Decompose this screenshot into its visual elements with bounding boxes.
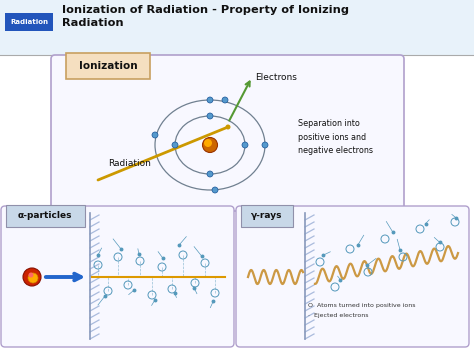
Bar [0,0,474,55]
Text: Separation into
positive ions and
negative electrons: Separation into positive ions and negati… [298,119,373,155]
FancyBboxPatch shape [51,55,404,211]
Circle shape [212,187,218,193]
Circle shape [242,142,248,148]
FancyBboxPatch shape [241,205,293,227]
Circle shape [226,125,230,130]
FancyBboxPatch shape [236,206,469,347]
Text: Radiation: Radiation [108,158,151,168]
Circle shape [207,113,213,119]
FancyBboxPatch shape [1,206,234,347]
Circle shape [172,142,178,148]
Circle shape [262,142,268,148]
Circle shape [207,171,213,177]
Bar [5,13,53,31]
Text: γ-rays: γ-rays [251,212,283,220]
Circle shape [222,97,228,103]
Text: Radiation: Radiation [10,19,48,25]
Text: Electrons: Electrons [255,72,297,82]
Circle shape [28,273,38,283]
FancyBboxPatch shape [66,53,150,79]
Text: α-particles: α-particles [18,212,72,220]
Text: Ionization: Ionization [79,61,137,71]
Circle shape [28,273,34,278]
FancyBboxPatch shape [6,205,85,227]
Text: O  Atoms turned into positive ions: O Atoms turned into positive ions [308,302,416,307]
Circle shape [23,268,41,286]
Text: Ionization of Radiation - Property of Ionizing: Ionization of Radiation - Property of Io… [62,5,349,15]
Circle shape [204,139,212,147]
Circle shape [152,132,158,138]
Text: Radiation: Radiation [62,18,124,28]
Circle shape [202,137,218,153]
Circle shape [207,97,213,103]
Text: ·  Ejected electrons: · Ejected electrons [308,312,368,317]
